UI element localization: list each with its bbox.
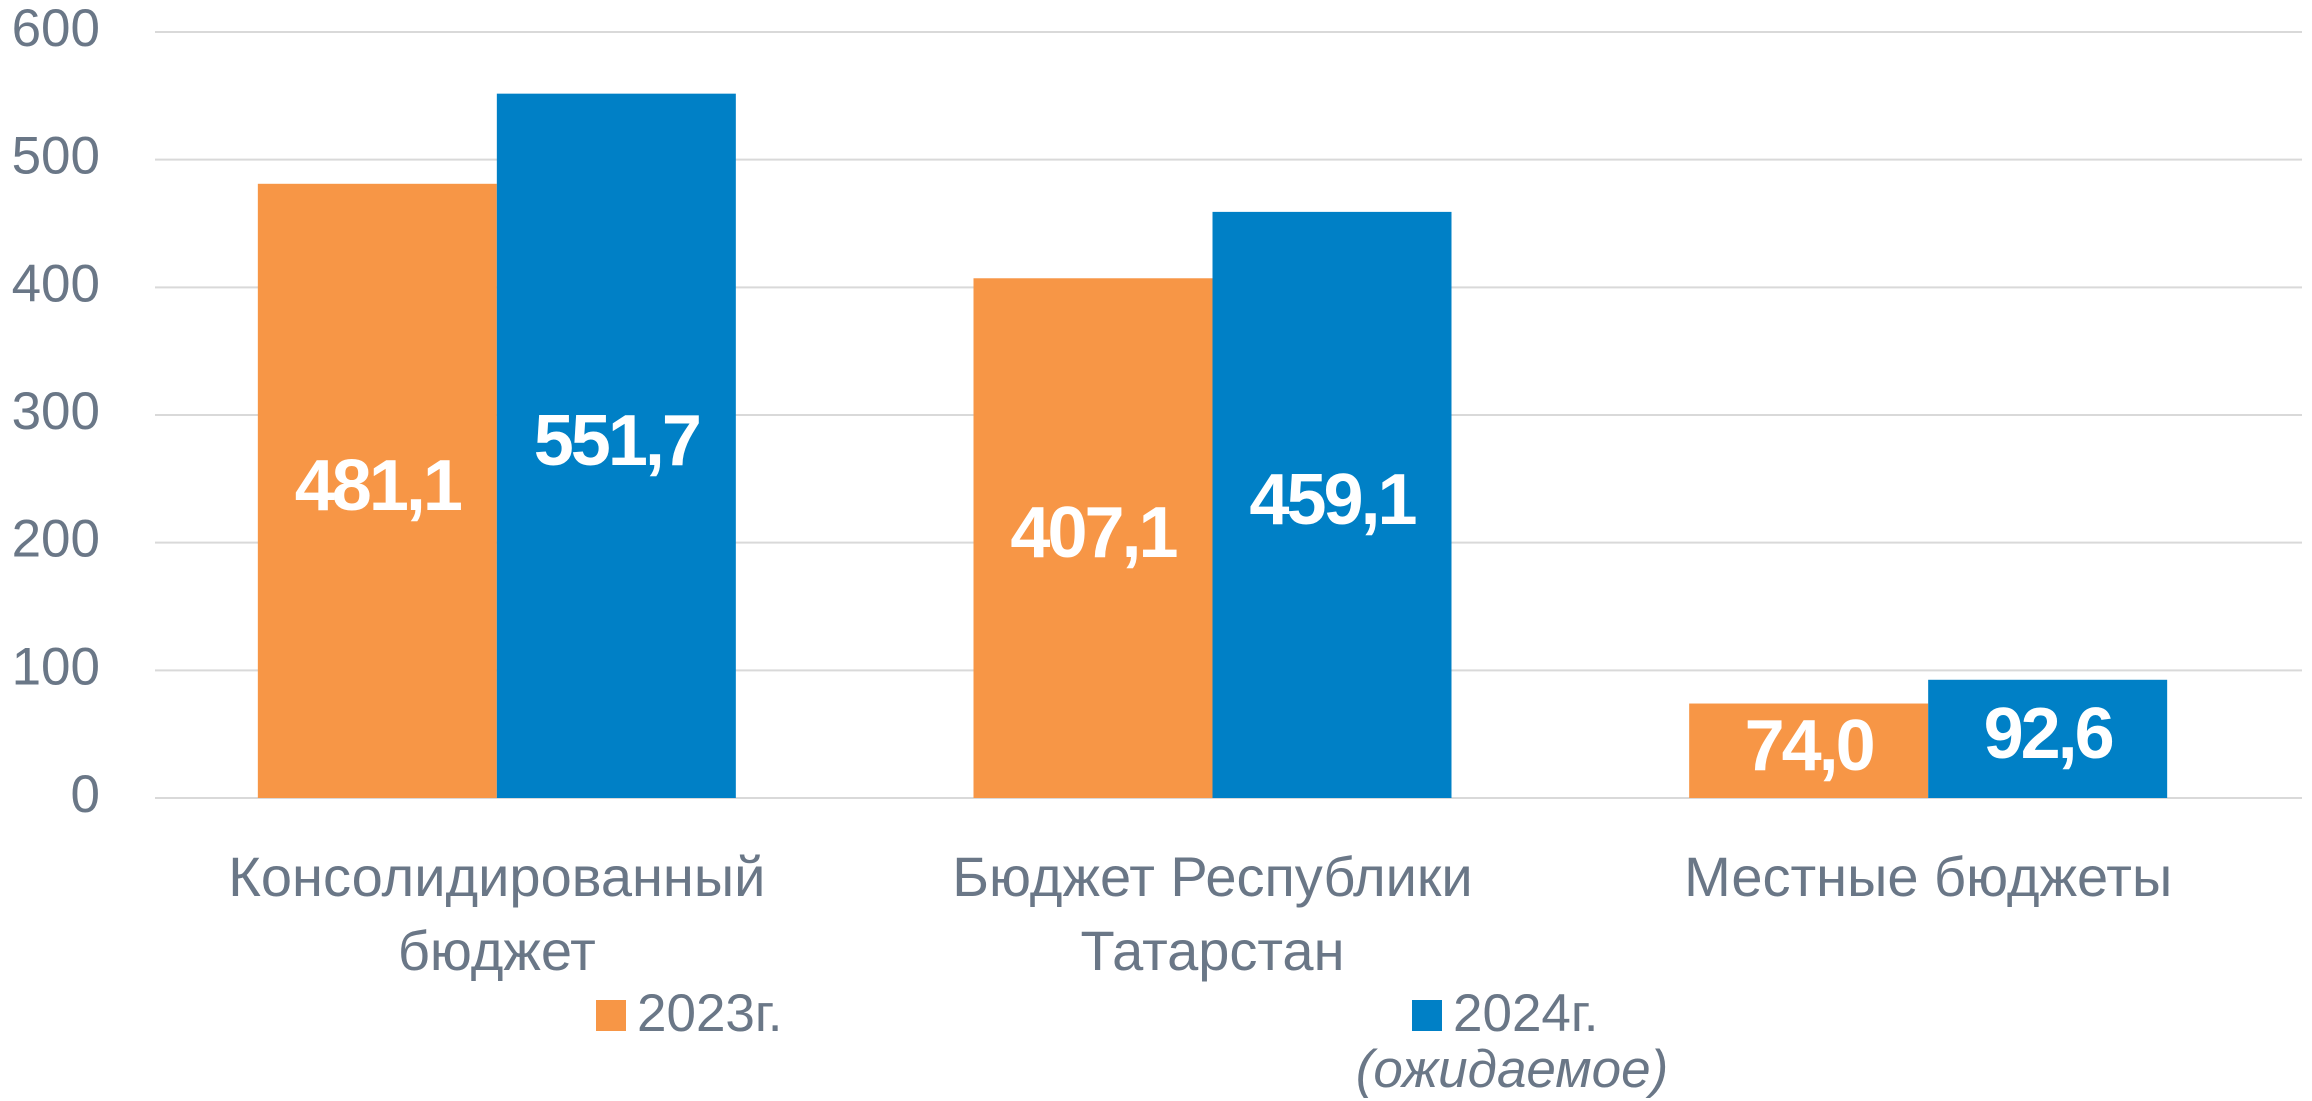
legend-label: 2023г. <box>637 984 783 1043</box>
y-tick-label: 400 <box>12 254 100 313</box>
y-tick-label: 300 <box>12 382 100 441</box>
value-label: 459,1 <box>1249 460 1416 540</box>
value-label: 551,7 <box>534 401 699 481</box>
x-tick-label: Местные бюджеты <box>1684 845 2173 908</box>
legend-swatch <box>1412 1000 1442 1031</box>
legend-label: 2024г. <box>1453 984 1599 1043</box>
y-tick-label: 500 <box>12 127 100 186</box>
bar <box>1212 211 1452 799</box>
value-label: 407,1 <box>1010 493 1177 573</box>
y-tick-label: 200 <box>12 510 100 569</box>
x-tick-label: Консолидированный бюджет <box>228 845 766 982</box>
legend-swatch <box>596 1000 626 1031</box>
bar <box>257 183 497 799</box>
bar <box>496 93 736 798</box>
y-tick-label: 600 <box>12 0 100 58</box>
value-label: 74,0 <box>1745 706 1874 786</box>
bar <box>1928 679 2168 798</box>
value-label: 92,6 <box>1984 694 2113 774</box>
value-label: 481,1 <box>295 446 462 526</box>
x-tick-label: Бюджет Республики Татарстан <box>952 845 1473 982</box>
y-tick-label: 0 <box>71 765 100 824</box>
y-tick-label: 100 <box>12 637 100 696</box>
bar <box>973 278 1213 798</box>
legend-note: (ожидаемое) <box>1356 1040 1669 1099</box>
bar <box>1689 703 1929 798</box>
